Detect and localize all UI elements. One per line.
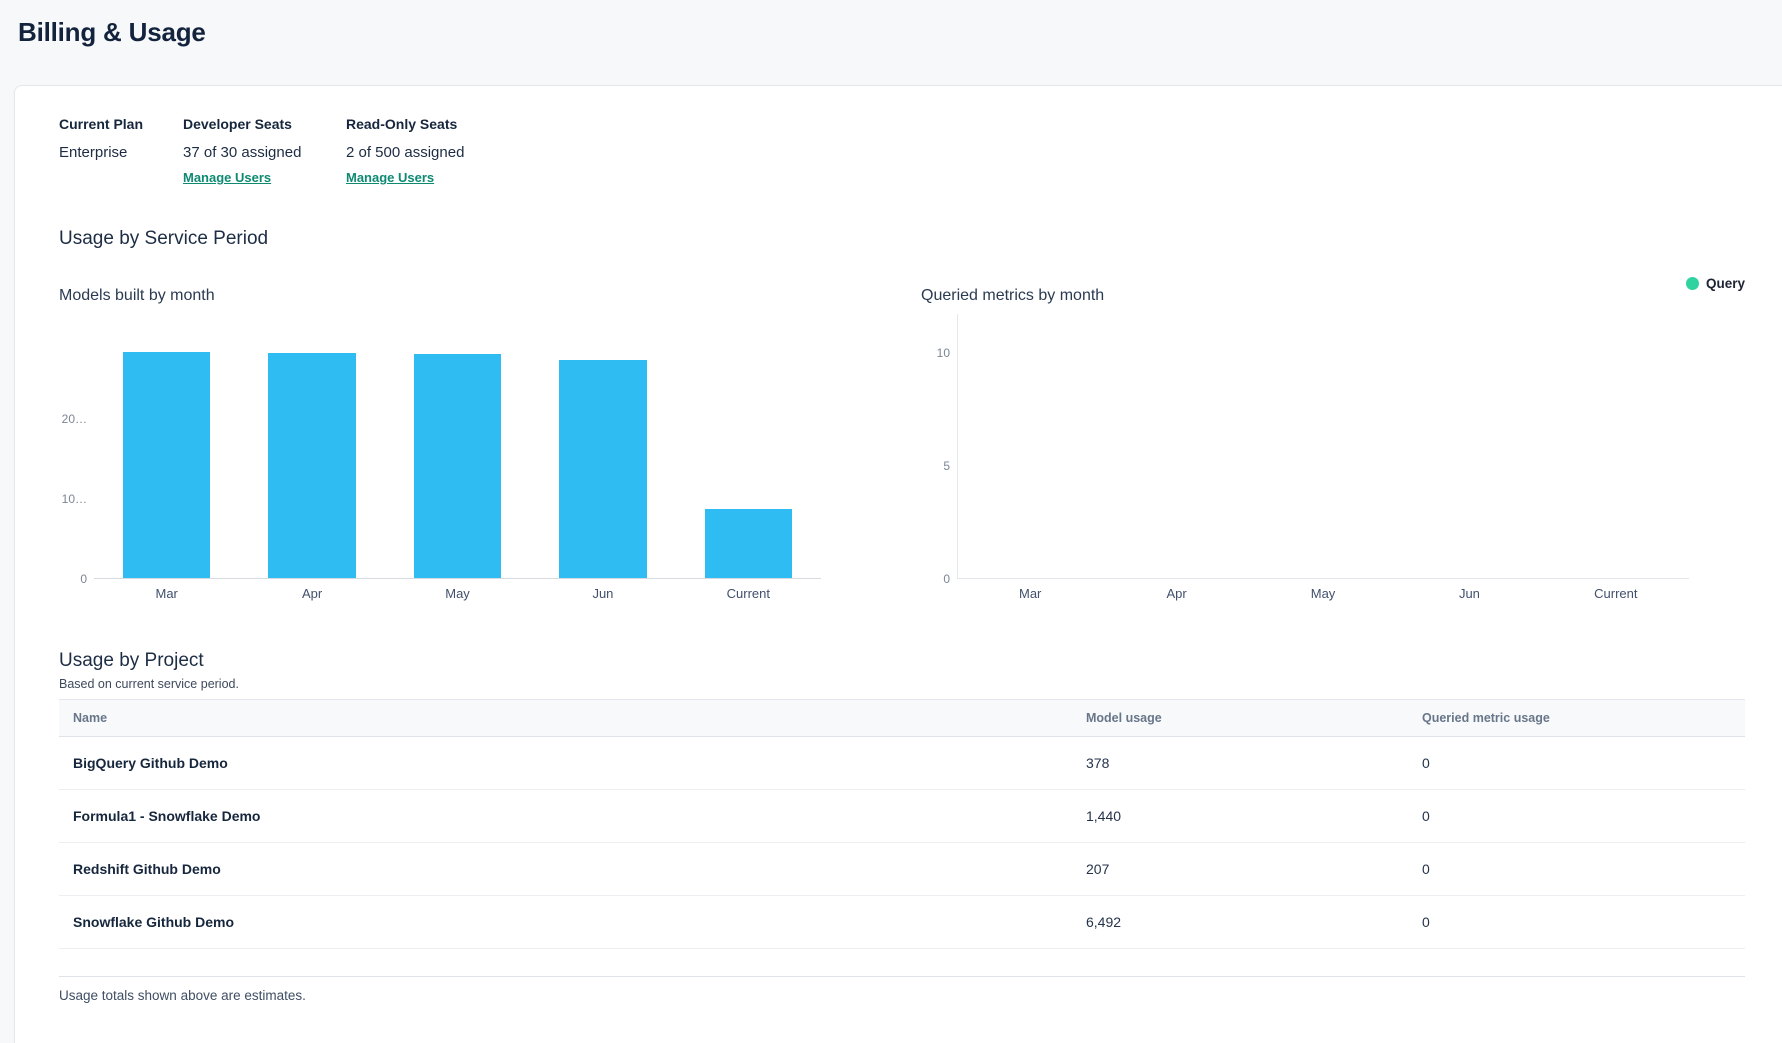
x-tick-label: May xyxy=(1310,586,1336,601)
model-usage-cell: 378 xyxy=(1086,755,1110,771)
chart-title: Queried metrics by month xyxy=(921,287,1105,304)
y-tick-label: 10… xyxy=(61,492,87,506)
legend-label: Query xyxy=(1705,276,1745,291)
project-name-cell: Snowflake Github Demo xyxy=(73,914,235,930)
y-tick-label: 0 xyxy=(80,572,87,586)
x-axis-labels: Mar Apr May Jun Current xyxy=(59,586,821,601)
queried-metrics-by-month-chart: Query Queried metrics by month 0 5 10 Mar A… xyxy=(921,276,1745,601)
y-axis: 0 10… 20… xyxy=(59,314,94,586)
x-tick-label: May xyxy=(445,586,470,601)
plan-label: Current Plan xyxy=(59,116,144,132)
x-tick-label: Mar xyxy=(1019,586,1042,601)
model-usage-cell: 207 xyxy=(1086,861,1110,877)
page-header: Billing & Usage xyxy=(0,0,1782,85)
manage-users-link-readonly[interactable]: Manage Users xyxy=(346,170,435,185)
models-built-by-month-chart: Models built by month 0 10… 20… Mar Apr May J… xyxy=(59,286,821,601)
project-name-cell: Redshift Github Demo xyxy=(73,861,221,877)
plan-value: Enterprise xyxy=(59,144,128,161)
plan-column-developer-seats: Developer Seats 37 of 30 assigned Manage… xyxy=(183,116,346,187)
y-axis: 0 5 10 xyxy=(921,314,957,586)
queried-metric-usage-cell: 0 xyxy=(1422,808,1430,824)
bar-mar xyxy=(123,352,211,578)
queried-metric-usage-cell: 0 xyxy=(1422,861,1430,877)
x-tick-label: Apr xyxy=(301,586,323,601)
table-row: Redshift Github Demo 207 0 xyxy=(59,843,1745,896)
bar-may xyxy=(413,354,502,578)
x-tick-label: Current xyxy=(1594,586,1638,601)
bar-plot-area xyxy=(94,314,821,579)
table-row: Formula1 - Snowflake Demo 1,440 0 xyxy=(59,790,1745,843)
bar-apr xyxy=(268,353,356,578)
plan-column-current-plan: Current Plan Enterprise xyxy=(59,116,183,187)
usage-by-project-subtitle: Based on current service period. xyxy=(59,677,239,691)
x-tick-label: Mar xyxy=(155,586,178,601)
project-name-cell: BigQuery Github Demo xyxy=(73,755,228,771)
column-header-name: Name xyxy=(73,711,108,725)
plan-value: 37 of 30 assigned xyxy=(183,144,302,161)
model-usage-cell: 6,492 xyxy=(1086,914,1122,930)
queried-metric-usage-cell: 0 xyxy=(1422,914,1430,930)
table-header-row: Name Model usage Queried metric usage xyxy=(59,700,1745,737)
bar-jun xyxy=(559,360,647,578)
plan-label: Developer Seats xyxy=(183,116,292,132)
chart-title: Models built by month xyxy=(59,287,215,304)
y-tick-label: 10 xyxy=(936,345,950,360)
column-header-model-usage: Model usage xyxy=(1086,711,1162,725)
page-title: Billing & Usage xyxy=(18,17,206,47)
y-tick-label: 5 xyxy=(943,458,950,473)
x-tick-label: Current xyxy=(726,586,770,601)
plan-value: 2 of 500 assigned xyxy=(346,144,465,161)
plan-label: Read-Only Seats xyxy=(346,116,458,132)
bar-current xyxy=(704,509,792,578)
table-body: BigQuery Github Demo 378 0 Formula1 - Snowf… xyxy=(59,737,1745,949)
legend-dot-icon xyxy=(1685,277,1699,290)
x-tick-label: Jun xyxy=(1458,586,1480,601)
section-title-usage-by-project: Usage by Project xyxy=(59,650,204,671)
manage-users-link-developer[interactable]: Manage Users xyxy=(183,170,272,185)
billing-card: Current Plan Enterprise Developer Seats … xyxy=(14,85,1782,1043)
plan-column-read-only-seats: Read-Only Seats 2 of 500 assigned Manage… xyxy=(346,116,1745,187)
project-name-cell: Formula1 - Snowflake Demo xyxy=(73,808,261,824)
table-row: Snowflake Github Demo 6,492 0 xyxy=(59,896,1745,949)
model-usage-cell: 1,440 xyxy=(1086,808,1122,824)
usage-footnote: Usage totals shown above are estimates. xyxy=(59,988,306,1003)
usage-by-project-table: Name Model usage Queried metric usage Bi… xyxy=(59,699,1745,949)
y-tick-label: 0 xyxy=(943,572,950,586)
section-title-usage-by-service-period: Usage by Service Period xyxy=(59,228,269,249)
x-tick-label: Jun xyxy=(592,586,614,601)
charts-row: Models built by month 0 10… 20… Mar Apr May J… xyxy=(59,276,1745,601)
queried-metric-usage-cell: 0 xyxy=(1422,755,1430,771)
x-axis-labels: Mar Apr May Jun Current xyxy=(921,586,1745,601)
y-tick-label: 20… xyxy=(61,412,87,426)
legend-item-query[interactable]: Query xyxy=(1685,276,1745,291)
plan-summary: Current Plan Enterprise Developer Seats … xyxy=(59,116,1745,187)
table-row: BigQuery Github Demo 378 0 xyxy=(59,737,1745,790)
bar-plot-area xyxy=(957,314,1689,579)
column-header-queried-metric-usage: Queried metric usage xyxy=(1422,711,1550,725)
bottom-divider xyxy=(59,976,1745,977)
x-tick-label: Apr xyxy=(1166,586,1187,601)
